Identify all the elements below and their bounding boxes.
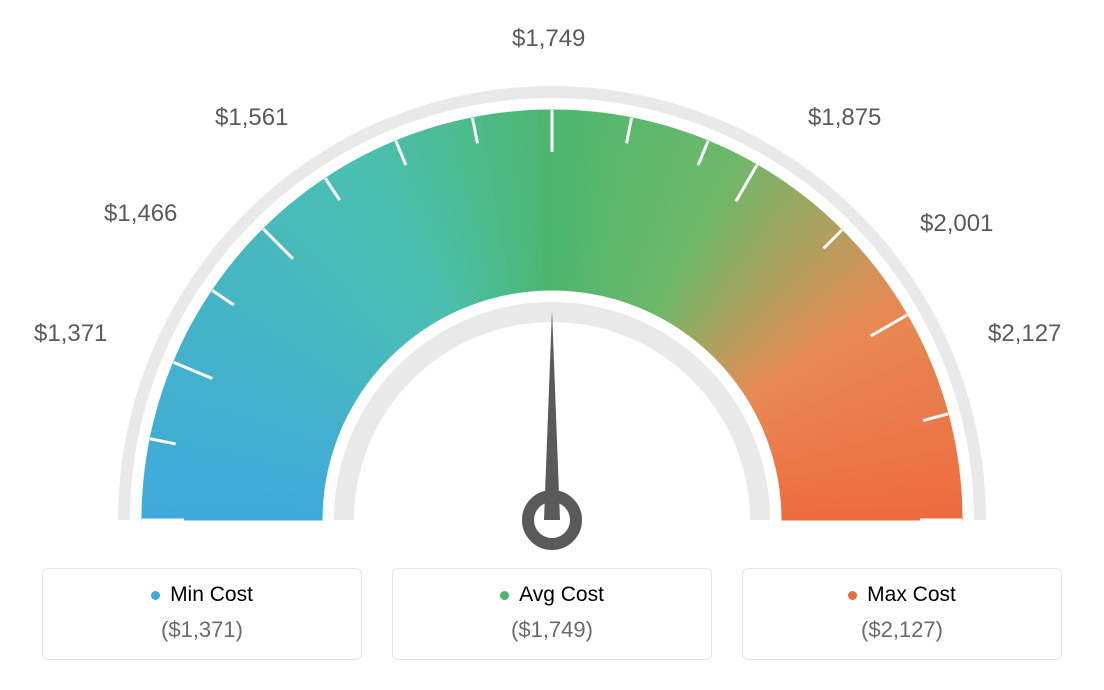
legend-label-min: Min Cost <box>170 583 253 607</box>
legend-value-avg: ($1,749) <box>393 617 711 643</box>
gauge-container: $1,371 $1,466 $1,561 $1,749 $1,875 $2,001 $2,1… <box>0 20 1104 580</box>
legend-title-max: Max Cost <box>848 583 956 607</box>
gauge-tick-label: $1,371 <box>34 320 107 348</box>
legend-label-avg: Avg Cost <box>519 583 604 607</box>
legend-card-avg: Avg Cost ($1,749) <box>392 568 712 660</box>
legend-card-min: Min Cost ($1,371) <box>42 568 362 660</box>
legend-dot-avg <box>500 591 509 600</box>
legend-dot-max <box>848 591 857 600</box>
gauge-svg <box>0 20 1104 580</box>
legend-value-max: ($2,127) <box>743 617 1061 643</box>
legend-card-max: Max Cost ($2,127) <box>742 568 1062 660</box>
gauge-tick-label: $1,875 <box>808 104 881 132</box>
gauge-tick-label: $1,466 <box>104 200 177 228</box>
gauge-tick-label: $2,127 <box>988 320 1061 348</box>
legend-label-max: Max Cost <box>867 583 956 607</box>
legend-title-min: Min Cost <box>151 583 253 607</box>
legend-value-min: ($1,371) <box>43 617 361 643</box>
legend-title-avg: Avg Cost <box>500 583 604 607</box>
gauge-tick-label: $1,749 <box>512 25 585 53</box>
gauge-tick-label: $2,001 <box>920 210 993 238</box>
legend-dot-min <box>151 591 160 600</box>
gauge-tick-label: $1,561 <box>215 104 288 132</box>
legend-row: Min Cost ($1,371) Avg Cost ($1,749) Max … <box>0 568 1104 660</box>
